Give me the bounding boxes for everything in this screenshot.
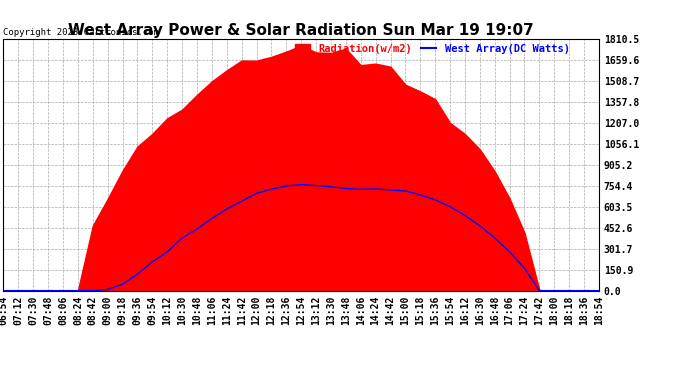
- Legend: Radiation(w/m2), West Array(DC Watts): Radiation(w/m2), West Array(DC Watts): [290, 39, 574, 58]
- Title: West Array Power & Solar Radiation Sun Mar 19 19:07: West Array Power & Solar Radiation Sun M…: [68, 23, 534, 38]
- Text: Copyright 2023 Cartronics.com: Copyright 2023 Cartronics.com: [3, 28, 159, 37]
